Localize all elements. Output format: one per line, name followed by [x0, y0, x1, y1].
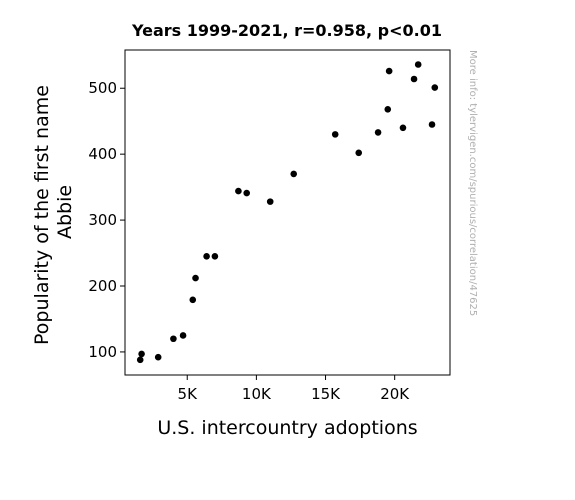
data-point [355, 149, 363, 157]
x-axis-ticks: 5K 10K 15K 20K [178, 375, 410, 403]
data-point [203, 253, 210, 260]
data-point [211, 253, 219, 260]
data-point [266, 198, 274, 205]
data-point [385, 67, 393, 75]
y-tick-label: 400 [88, 145, 117, 163]
data-point [431, 84, 439, 91]
x-tick-label: 5K [178, 385, 199, 403]
data-point [399, 124, 407, 132]
source-watermark: More info: tylervigen.com/spurious/corre… [467, 50, 478, 316]
y-tick-label: 500 [88, 79, 117, 97]
data-point [154, 353, 162, 361]
data-point [384, 106, 392, 113]
x-tick-label: 10K [242, 385, 272, 403]
y-tick-label: 200 [88, 277, 117, 295]
data-point [331, 131, 339, 138]
data-point [414, 61, 422, 68]
data-point [235, 187, 242, 195]
y-axis-ticks: 100 200 300 400 500 [88, 79, 125, 361]
data-point [374, 129, 382, 136]
data-point [410, 75, 418, 83]
y-axis-label-line-1: Popularity of the first name [31, 85, 53, 345]
y-axis-label: Popularity of the first name Abbie [31, 79, 76, 345]
data-point [179, 332, 187, 339]
data-point [192, 274, 199, 282]
data-point [290, 170, 298, 178]
y-tick-label: 100 [88, 343, 117, 361]
plot-area [124, 49, 451, 376]
data-point [428, 121, 436, 128]
data-points [136, 61, 439, 364]
x-tick-label: 20K [380, 385, 410, 403]
data-point [170, 335, 177, 343]
y-tick-label: 300 [88, 211, 117, 229]
data-point [136, 356, 144, 364]
data-point [189, 296, 197, 304]
chart-title: Years 1999-2021, r=0.958, p<0.01 [131, 21, 442, 40]
x-axis-label: U.S. intercountry adoptions [157, 417, 417, 439]
x-tick-label: 15K [311, 385, 341, 403]
data-point [243, 189, 251, 197]
y-axis-label-line-2: Abbie [54, 185, 76, 239]
data-point [138, 350, 145, 358]
